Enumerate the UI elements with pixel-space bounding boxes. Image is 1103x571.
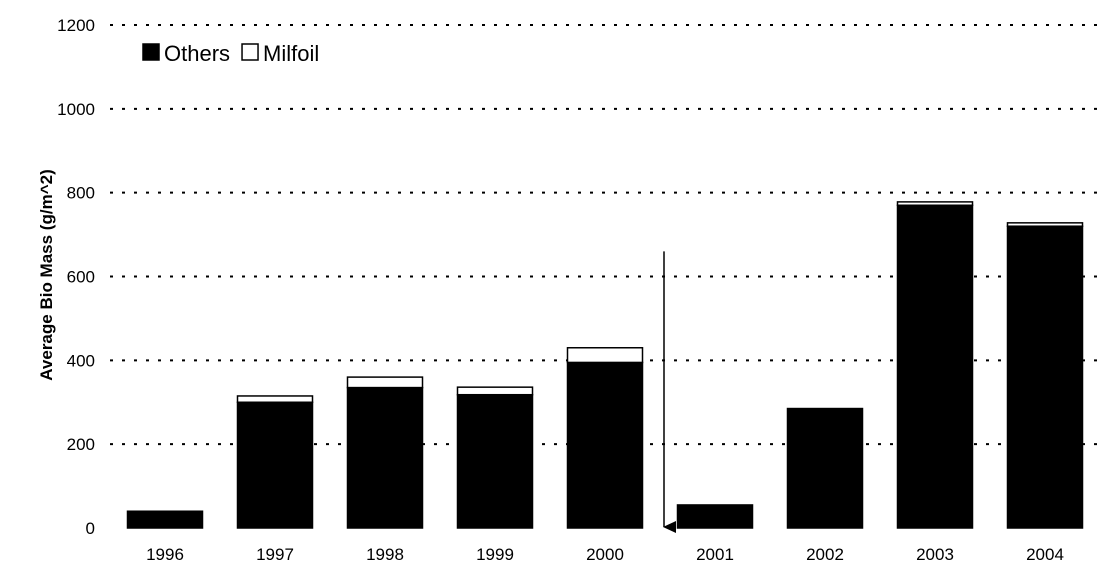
x-tick-label: 2002	[806, 545, 844, 564]
bar-others-1997	[236, 401, 314, 529]
x-tick-label: 1999	[476, 545, 514, 564]
bar-milfoil-2004	[1006, 222, 1084, 227]
y-axis-ticks: 0 200 400 600 800 1000 1200	[57, 16, 95, 538]
y-tick-label: 0	[86, 519, 95, 538]
bar-milfoil-2003	[896, 201, 974, 206]
x-tick-label: 1997	[256, 545, 294, 564]
legend-label-others: Others	[164, 41, 230, 66]
bar-others-1999	[456, 393, 534, 529]
x-tick-label: 2000	[586, 545, 624, 564]
x-tick-label: 2004	[1026, 545, 1064, 564]
x-tick-label: 1996	[146, 545, 184, 564]
legend-label-milfoil: Milfoil	[263, 41, 319, 66]
bar-milfoil-1997	[236, 395, 314, 403]
y-tick-label: 200	[67, 435, 95, 454]
bars	[126, 201, 1084, 529]
legend-swatch-others	[142, 43, 160, 61]
bar-others-2002	[786, 407, 864, 529]
y-tick-label: 1200	[57, 16, 95, 35]
y-tick-label: 800	[67, 184, 95, 203]
y-tick-label: 400	[67, 351, 95, 370]
bar-milfoil-1999	[456, 386, 534, 396]
bar-others-1996	[126, 510, 204, 529]
y-tick-label: 600	[67, 268, 95, 287]
bar-others-2004	[1006, 225, 1084, 529]
legend: Others Milfoil	[142, 41, 319, 66]
x-axis-ticks: 1996 1997 1998 1999 2000 2001 2002 2003 2004	[146, 545, 1064, 564]
legend-swatch-milfoil	[241, 43, 259, 61]
x-tick-label: 1998	[366, 545, 404, 564]
bar-others-2003	[896, 204, 974, 529]
bar-milfoil-1998	[346, 376, 424, 389]
x-tick-label: 2003	[916, 545, 954, 564]
bar-others-1998	[346, 386, 424, 529]
bar-milfoil-2000	[566, 347, 644, 364]
bar-others-2000	[566, 361, 644, 529]
y-axis-title: Average Bio Mass (g/m^2)	[37, 169, 56, 380]
bar-others-2001	[676, 504, 754, 529]
x-tick-label: 2001	[696, 545, 734, 564]
y-tick-label: 1000	[57, 100, 95, 119]
